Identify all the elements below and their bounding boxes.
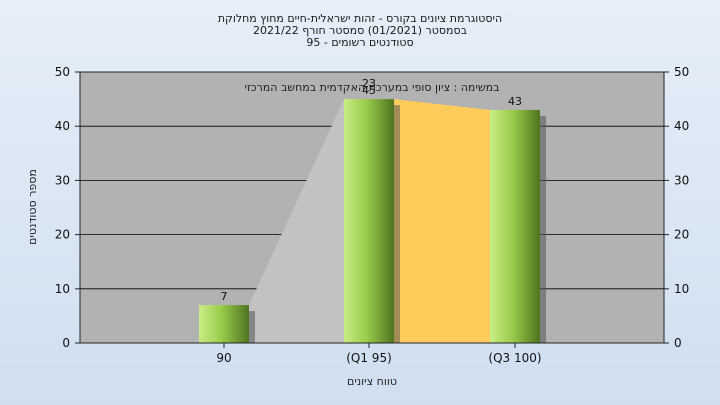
- y-tick-label-right: 30: [674, 173, 689, 187]
- bar-value-label: 7: [221, 290, 228, 303]
- chart-title-line-3: סטודנטים רשומים - 95: [306, 36, 414, 49]
- y-axis-label: מספר סטודנטים: [26, 169, 39, 245]
- y-tick-label-left: 20: [55, 228, 70, 242]
- lower-range-band: [249, 99, 344, 343]
- y-tick-label-right: 40: [674, 119, 689, 133]
- bar-value-label-overlap: 23: [362, 77, 376, 90]
- chart-title-line-2: בסמסטר (01/2021) סמסטר חורף 2021/22: [253, 24, 467, 37]
- bar: [199, 305, 249, 343]
- y-tick-label-left: 30: [55, 173, 70, 187]
- x-tick-label: (Q3 100): [488, 351, 541, 365]
- x-tick-label: (Q1 95): [346, 351, 392, 365]
- bar: [344, 99, 394, 343]
- y-tick-label-left: 50: [55, 65, 70, 79]
- y-tick-label-right: 50: [674, 65, 689, 79]
- chart-title-line-1: היסטוגרמת ציונים בקורס - זהות ישראלית-חי…: [217, 12, 503, 25]
- x-axis-label: טווח ציונים: [347, 375, 397, 388]
- bar: [490, 109, 540, 343]
- y-tick-label-left: 10: [55, 282, 70, 296]
- bar-value-label: 43: [508, 95, 522, 108]
- y-tick-label-left: 40: [55, 119, 70, 133]
- y-tick-label-left: 0: [62, 336, 70, 350]
- y-tick-label-right: 0: [674, 336, 682, 350]
- chart-annotation: במשימה : ציון סופי במערכת האקדמית במחשב …: [245, 81, 500, 94]
- bar-value-label: 45: [362, 84, 376, 97]
- plot-frame: [79, 71, 665, 344]
- y-tick-label-right: 20: [674, 228, 689, 242]
- y-tick-label-right: 10: [674, 282, 689, 296]
- x-tick-label: 90: [216, 351, 231, 365]
- interquartile-band: [394, 99, 490, 343]
